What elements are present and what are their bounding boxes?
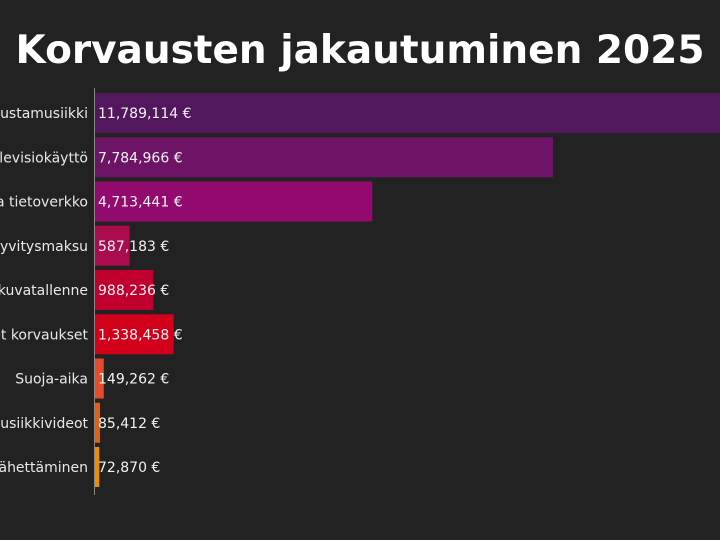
category-label: dyvitysmaksu bbox=[0, 239, 88, 255]
value-label: 1,338,458 € bbox=[98, 327, 183, 343]
value-label: 11,789,114 € bbox=[98, 106, 192, 122]
value-label: 149,262 € bbox=[98, 372, 169, 388]
category-label: ähettäminen bbox=[0, 460, 88, 476]
chart-title: Korvausten jakautuminen 2025 bbox=[15, 28, 705, 73]
bar bbox=[95, 447, 100, 487]
bar bbox=[95, 93, 720, 133]
bar bbox=[95, 358, 104, 399]
category-label: Suoja-aika bbox=[15, 372, 88, 388]
bar bbox=[95, 270, 154, 310]
bar bbox=[95, 314, 174, 355]
value-label: 85,412 € bbox=[98, 416, 160, 432]
value-label: 7,784,966 € bbox=[98, 150, 183, 166]
value-label: 72,870 € bbox=[98, 460, 160, 476]
value-label: 4,713,441 € bbox=[98, 195, 183, 211]
bar bbox=[95, 402, 101, 443]
category-label: kuvatallenne bbox=[0, 283, 88, 299]
category-label: usiikkivideot bbox=[0, 416, 88, 432]
bar bbox=[95, 181, 373, 222]
value-label: 988,236 € bbox=[98, 283, 169, 299]
category-label: et korvaukset bbox=[0, 327, 89, 343]
bar bbox=[95, 137, 553, 178]
value-label: 587,183 € bbox=[98, 239, 169, 255]
category-label: elevisiokäyttö bbox=[0, 150, 88, 166]
bar bbox=[95, 225, 130, 266]
category-label: austamusiikki bbox=[0, 106, 88, 122]
category-label: a tietoverkko bbox=[0, 195, 88, 211]
